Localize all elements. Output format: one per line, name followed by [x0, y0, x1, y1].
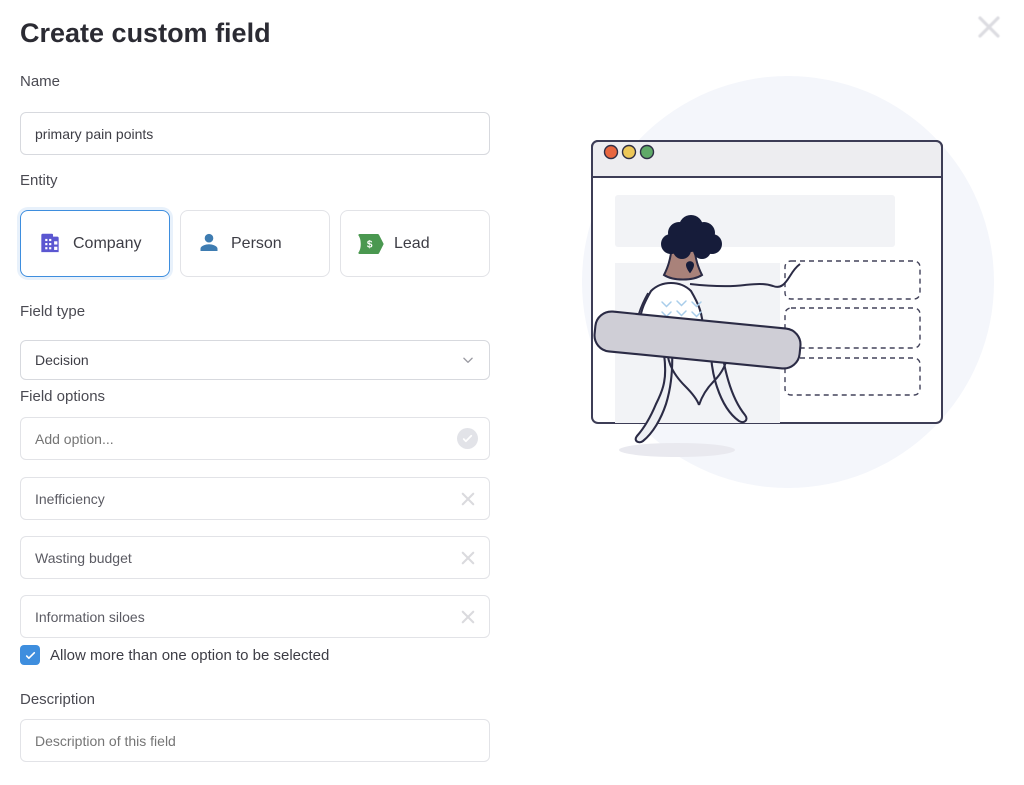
svg-text:$: $	[367, 239, 373, 250]
